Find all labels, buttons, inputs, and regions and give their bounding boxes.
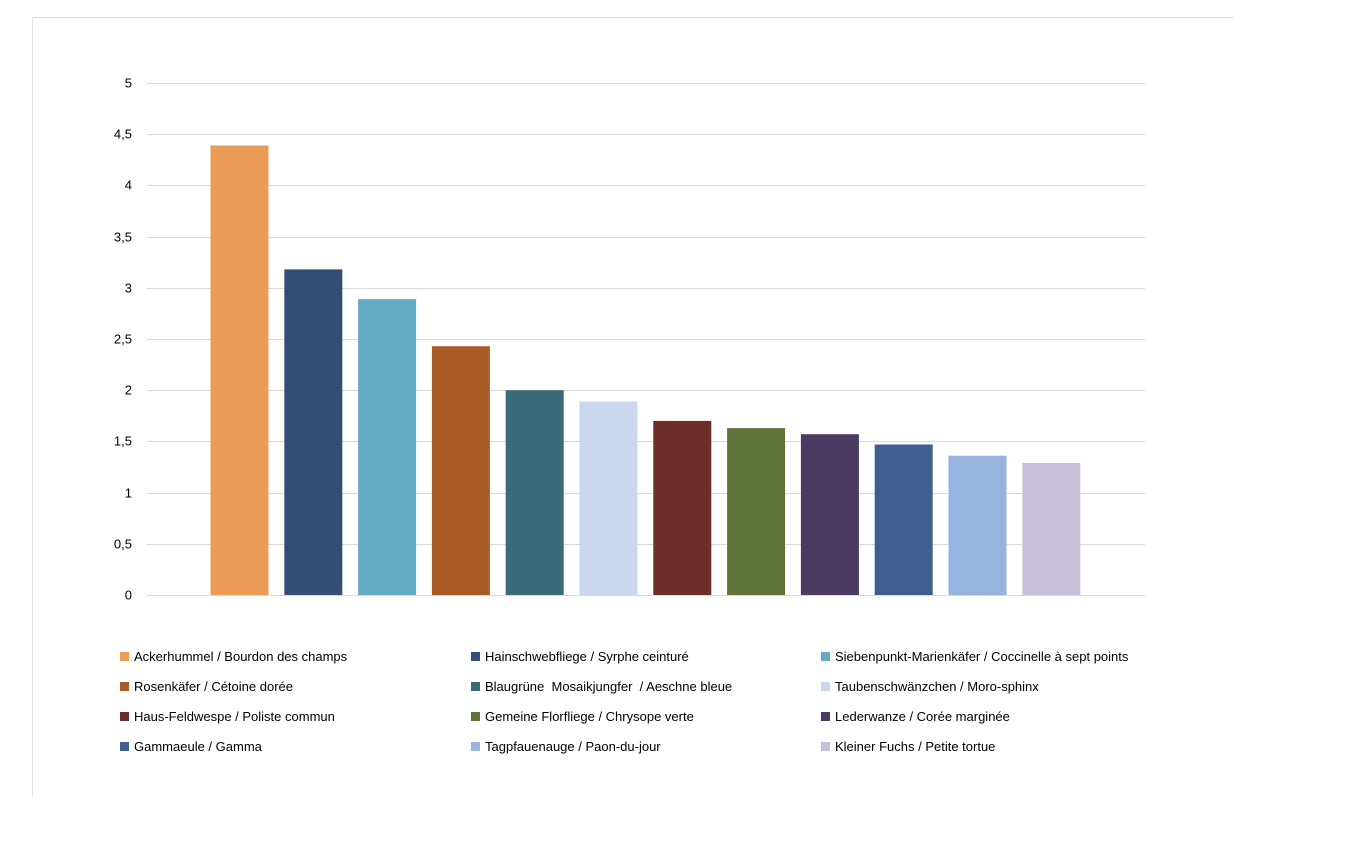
bar <box>505 390 564 595</box>
bar <box>800 434 859 595</box>
legend-item: Blaugrüne Mosaikjungfer / Aeschne bleue <box>471 676 732 696</box>
legend-swatch <box>471 681 480 691</box>
legend-label: Rosenkäfer / Cétoine dorée <box>134 678 293 694</box>
legend-item: Tagpfauenauge / Paon-du-jour <box>471 736 661 756</box>
legend-item: Gammaeule / Gamma <box>120 736 262 756</box>
y-tick-label: 3 <box>125 281 132 296</box>
bar <box>948 455 1007 595</box>
y-tick-label: 4 <box>125 178 132 193</box>
y-tick-label: 2 <box>125 383 132 398</box>
bar <box>284 269 343 595</box>
y-tick-label: 1,5 <box>114 434 132 449</box>
legend-label: Taubenschwänzchen / Moro-sphinx <box>835 678 1039 694</box>
legend-swatch <box>471 741 480 751</box>
legend-swatch <box>471 651 480 661</box>
bar <box>358 299 417 595</box>
legend-item: Rosenkäfer / Cétoine dorée <box>120 676 293 696</box>
legend-item: Hainschwebfliege / Syrphe ceinturé <box>471 646 689 666</box>
y-tick-label: 1 <box>125 486 132 501</box>
legend-swatch <box>120 741 129 751</box>
legend-item: Taubenschwänzchen / Moro-sphinx <box>821 676 1039 696</box>
legend-label: Lederwanze / Corée marginée <box>835 708 1010 724</box>
y-axis-tick-labels: 0 0,5 1 1,5 2 2,5 3 3,5 4 4,5 5 <box>114 76 132 603</box>
bar <box>579 401 638 595</box>
y-tick-label: 3,5 <box>114 230 132 245</box>
legend-swatch <box>120 681 129 691</box>
legend-item: Ackerhummel / Bourdon des champs <box>120 646 347 666</box>
bar <box>727 428 786 595</box>
bar <box>1022 462 1081 595</box>
legend-label: Ackerhummel / Bourdon des champs <box>134 648 348 664</box>
legend-label: Gemeine Florfliege / Chrysope verte <box>485 708 694 724</box>
y-tick-label: 5 <box>125 76 132 91</box>
legend-item: Siebenpunkt-Marienkäfer / Coccinelle à s… <box>821 646 1128 666</box>
legend-item: Lederwanze / Corée marginée <box>821 706 1010 726</box>
legend-swatch <box>821 741 830 751</box>
legend-swatch <box>821 711 830 721</box>
legend-item: Gemeine Florfliege / Chrysope verte <box>471 706 694 726</box>
legend-label: Tagpfauenauge / Paon-du-jour <box>485 738 661 754</box>
legend-label: Siebenpunkt-Marienkäfer / Coccinelle à s… <box>835 648 1129 664</box>
legend-label: Haus-Feldwespe / Poliste commun <box>134 708 335 724</box>
legend-swatch <box>821 681 830 691</box>
legend-swatch <box>821 651 830 661</box>
bars <box>210 145 1081 595</box>
y-tick-label: 0 <box>125 588 132 603</box>
y-tick-label: 0,5 <box>114 537 132 552</box>
bar <box>431 346 490 595</box>
legend-label: Blaugrüne Mosaikjungfer / Aeschne bleue <box>485 678 733 694</box>
legend: Ackerhummel / Bourdon des champs Hainschw… <box>120 646 1180 766</box>
legend-label: Hainschwebfliege / Syrphe ceinturé <box>485 648 689 664</box>
legend-swatch <box>120 651 129 661</box>
y-tick-label: 2,5 <box>114 332 132 347</box>
legend-item: Kleiner Fuchs / Petite tortue <box>821 736 995 756</box>
bar <box>653 420 712 595</box>
legend-label: Gammaeule / Gamma <box>134 738 262 754</box>
legend-label: Kleiner Fuchs / Petite tortue <box>835 738 996 754</box>
bar <box>210 145 269 595</box>
bar <box>874 444 933 595</box>
legend-item: Haus-Feldwespe / Poliste commun <box>120 706 335 726</box>
y-tick-label: 4,5 <box>114 127 132 142</box>
legend-swatch <box>120 711 129 721</box>
legend-swatch <box>471 711 480 721</box>
